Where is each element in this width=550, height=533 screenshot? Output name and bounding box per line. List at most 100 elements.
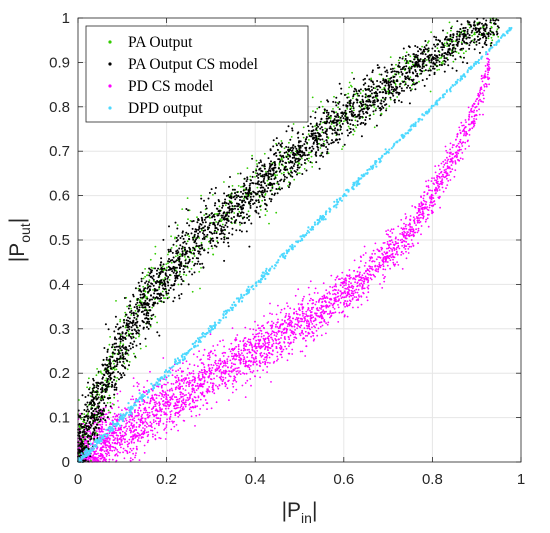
data-point (169, 396, 172, 399)
data-point (405, 223, 407, 226)
data-point (484, 76, 487, 79)
data-point (302, 126, 305, 129)
data-point (379, 109, 382, 112)
data-point (392, 263, 395, 266)
data-point (382, 274, 384, 276)
data-point (406, 75, 409, 78)
data-point (263, 327, 265, 330)
data-point (164, 297, 167, 300)
data-point (183, 408, 185, 410)
data-point (274, 175, 277, 177)
data-point (443, 55, 446, 57)
data-point (415, 224, 417, 227)
data-point (126, 368, 129, 371)
data-point (133, 316, 136, 319)
data-point (339, 284, 342, 287)
data-point (308, 299, 311, 302)
data-point (460, 142, 463, 145)
data-point (188, 379, 191, 382)
data-point (442, 166, 445, 168)
data-point (296, 320, 299, 322)
data-point (109, 449, 112, 451)
data-point (254, 176, 256, 178)
data-point (345, 282, 347, 284)
data-point (305, 310, 308, 313)
data-point (126, 305, 128, 308)
data-point (295, 316, 298, 319)
data-point (301, 157, 303, 160)
data-point (186, 380, 189, 383)
data-point (389, 247, 392, 250)
data-point (389, 236, 392, 238)
data-point (251, 346, 254, 349)
data-point (382, 259, 384, 262)
data-point (473, 115, 476, 118)
data-point (137, 304, 140, 307)
data-point (128, 451, 131, 454)
data-point (189, 372, 191, 375)
data-point (302, 298, 304, 300)
data-point (455, 138, 457, 141)
data-point (454, 169, 457, 172)
data-point (125, 419, 128, 422)
data-point (175, 370, 177, 373)
data-point (233, 353, 236, 355)
data-point (459, 129, 461, 132)
data-point (97, 452, 99, 455)
data-point (222, 378, 225, 381)
data-point (297, 303, 300, 305)
data-point (131, 333, 134, 335)
data-point (355, 275, 358, 278)
data-point (463, 33, 465, 36)
data-point (443, 176, 446, 179)
data-point (347, 291, 350, 293)
data-point (281, 187, 283, 190)
data-point (175, 407, 178, 410)
data-point (135, 344, 138, 347)
data-point (255, 360, 258, 363)
data-point (348, 81, 351, 84)
data-point (145, 390, 148, 392)
data-point (248, 350, 251, 353)
data-point (302, 333, 305, 335)
data-point (104, 323, 107, 326)
data-point (426, 217, 429, 220)
data-point (78, 426, 81, 429)
data-point (400, 219, 403, 221)
data-point (155, 417, 158, 419)
data-point (180, 293, 183, 295)
data-point (386, 247, 388, 250)
data-point (217, 387, 220, 390)
data-point (280, 337, 282, 339)
data-point (168, 296, 171, 299)
data-point (255, 356, 257, 358)
data-point (334, 299, 336, 302)
data-point (307, 286, 310, 289)
data-point (296, 313, 299, 316)
data-point (292, 333, 295, 336)
data-point (311, 323, 314, 325)
data-point (189, 220, 192, 222)
data-point (144, 290, 147, 293)
data-point (203, 348, 206, 351)
data-point (418, 209, 421, 212)
data-point (375, 107, 378, 110)
data-point (266, 210, 268, 213)
data-point (456, 135, 459, 138)
data-point (132, 452, 135, 455)
data-point (209, 356, 211, 359)
data-point (139, 347, 142, 350)
data-point (320, 311, 323, 314)
data-point (148, 411, 151, 414)
data-point (175, 381, 177, 384)
data-point (409, 218, 412, 221)
data-point (104, 379, 107, 382)
data-point (242, 372, 244, 374)
data-point (410, 84, 413, 87)
data-point (458, 150, 460, 152)
data-point (391, 232, 394, 234)
data-point (220, 214, 223, 217)
data-point (341, 286, 344, 288)
data-point (243, 197, 245, 200)
data-point (371, 69, 374, 72)
